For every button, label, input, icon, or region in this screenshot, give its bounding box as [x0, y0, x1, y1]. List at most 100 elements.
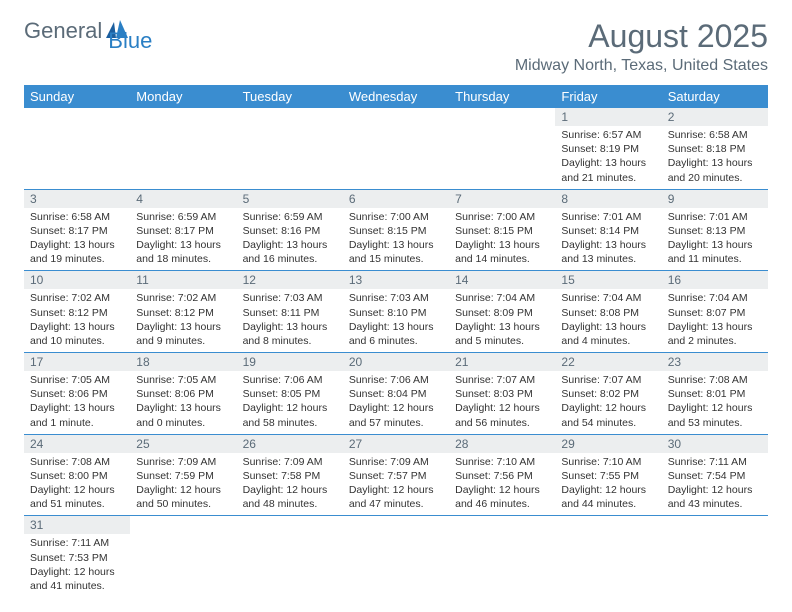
daylight: Daylight: 13 hours and 14 minutes.: [455, 238, 549, 266]
sunrise: Sunrise: 6:59 AM: [243, 210, 337, 224]
day-number: 14: [449, 271, 555, 289]
dayname-wednesday: Wednesday: [343, 85, 449, 108]
daylight: Daylight: 12 hours and 48 minutes.: [243, 483, 337, 511]
daylight: Daylight: 13 hours and 6 minutes.: [349, 320, 443, 348]
day-number: 9: [662, 190, 768, 208]
sunset: Sunset: 7:54 PM: [668, 469, 762, 483]
sunrise: Sunrise: 7:10 AM: [455, 455, 549, 469]
day-cell: [24, 108, 130, 189]
sunset: Sunset: 8:04 PM: [349, 387, 443, 401]
daylight: Daylight: 13 hours and 1 minute.: [30, 401, 124, 429]
sunset: Sunset: 8:09 PM: [455, 306, 549, 320]
sunrise: Sunrise: 7:01 AM: [668, 210, 762, 224]
day-cell: 12Sunrise: 7:03 AMSunset: 8:11 PMDayligh…: [237, 271, 343, 353]
day-cell: 3Sunrise: 6:58 AMSunset: 8:17 PMDaylight…: [24, 189, 130, 271]
day-number: 15: [555, 271, 661, 289]
daylight: Daylight: 12 hours and 51 minutes.: [30, 483, 124, 511]
day-cell: 25Sunrise: 7:09 AMSunset: 7:59 PMDayligh…: [130, 434, 236, 516]
day-cell: 30Sunrise: 7:11 AMSunset: 7:54 PMDayligh…: [662, 434, 768, 516]
dayname-sunday: Sunday: [24, 85, 130, 108]
sunset: Sunset: 8:11 PM: [243, 306, 337, 320]
sunset: Sunset: 8:12 PM: [30, 306, 124, 320]
dayname-friday: Friday: [555, 85, 661, 108]
daylight: Daylight: 13 hours and 13 minutes.: [561, 238, 655, 266]
day-number: 6: [343, 190, 449, 208]
sunset: Sunset: 8:01 PM: [668, 387, 762, 401]
sunrise: Sunrise: 7:05 AM: [30, 373, 124, 387]
day-details: Sunrise: 6:58 AMSunset: 8:17 PMDaylight:…: [24, 208, 130, 271]
sunset: Sunset: 7:58 PM: [243, 469, 337, 483]
day-cell: 31Sunrise: 7:11 AMSunset: 7:53 PMDayligh…: [24, 516, 130, 597]
day-details: Sunrise: 7:04 AMSunset: 8:08 PMDaylight:…: [555, 289, 661, 352]
day-number: 5: [237, 190, 343, 208]
daylight: Daylight: 12 hours and 56 minutes.: [455, 401, 549, 429]
daylight: Daylight: 13 hours and 15 minutes.: [349, 238, 443, 266]
day-cell: [343, 516, 449, 597]
day-number: 23: [662, 353, 768, 371]
sunrise: Sunrise: 7:01 AM: [561, 210, 655, 224]
sunset: Sunset: 7:57 PM: [349, 469, 443, 483]
day-details: Sunrise: 7:02 AMSunset: 8:12 PMDaylight:…: [24, 289, 130, 352]
day-cell: 28Sunrise: 7:10 AMSunset: 7:56 PMDayligh…: [449, 434, 555, 516]
sunrise: Sunrise: 7:11 AM: [668, 455, 762, 469]
day-number: 21: [449, 353, 555, 371]
day-cell: 16Sunrise: 7:04 AMSunset: 8:07 PMDayligh…: [662, 271, 768, 353]
logo-text-blue: Blue: [108, 28, 152, 53]
sunrise: Sunrise: 7:02 AM: [136, 291, 230, 305]
day-details: Sunrise: 7:09 AMSunset: 7:58 PMDaylight:…: [237, 453, 343, 516]
day-cell: 29Sunrise: 7:10 AMSunset: 7:55 PMDayligh…: [555, 434, 661, 516]
day-cell: 8Sunrise: 7:01 AMSunset: 8:14 PMDaylight…: [555, 189, 661, 271]
day-number: 7: [449, 190, 555, 208]
week-row: 31Sunrise: 7:11 AMSunset: 7:53 PMDayligh…: [24, 516, 768, 597]
day-details: Sunrise: 7:09 AMSunset: 7:57 PMDaylight:…: [343, 453, 449, 516]
sunset: Sunset: 8:00 PM: [30, 469, 124, 483]
day-number: 2: [662, 108, 768, 126]
logo: General Blue: [24, 18, 180, 44]
week-row: 24Sunrise: 7:08 AMSunset: 8:00 PMDayligh…: [24, 434, 768, 516]
sunrise: Sunrise: 7:09 AM: [349, 455, 443, 469]
daylight: Daylight: 13 hours and 4 minutes.: [561, 320, 655, 348]
day-cell: [449, 516, 555, 597]
day-number: 27: [343, 435, 449, 453]
sunrise: Sunrise: 7:04 AM: [668, 291, 762, 305]
day-number: 12: [237, 271, 343, 289]
sunset: Sunset: 8:15 PM: [349, 224, 443, 238]
sunrise: Sunrise: 7:09 AM: [243, 455, 337, 469]
day-number: 1: [555, 108, 661, 126]
daylight: Daylight: 12 hours and 50 minutes.: [136, 483, 230, 511]
sunset: Sunset: 8:15 PM: [455, 224, 549, 238]
sunrise: Sunrise: 7:04 AM: [561, 291, 655, 305]
sunset: Sunset: 8:07 PM: [668, 306, 762, 320]
daylight: Daylight: 13 hours and 10 minutes.: [30, 320, 124, 348]
daylight: Daylight: 13 hours and 2 minutes.: [668, 320, 762, 348]
sunset: Sunset: 8:06 PM: [136, 387, 230, 401]
day-cell: 14Sunrise: 7:04 AMSunset: 8:09 PMDayligh…: [449, 271, 555, 353]
day-details: Sunrise: 7:04 AMSunset: 8:07 PMDaylight:…: [662, 289, 768, 352]
day-cell: 9Sunrise: 7:01 AMSunset: 8:13 PMDaylight…: [662, 189, 768, 271]
header: General Blue August 2025 Midway North, T…: [24, 18, 768, 75]
sunset: Sunset: 8:05 PM: [243, 387, 337, 401]
day-details: Sunrise: 7:03 AMSunset: 8:10 PMDaylight:…: [343, 289, 449, 352]
daylight: Daylight: 13 hours and 20 minutes.: [668, 156, 762, 184]
sunrise: Sunrise: 6:58 AM: [30, 210, 124, 224]
day-number: 22: [555, 353, 661, 371]
day-details: Sunrise: 7:06 AMSunset: 8:04 PMDaylight:…: [343, 371, 449, 434]
day-cell: 7Sunrise: 7:00 AMSunset: 8:15 PMDaylight…: [449, 189, 555, 271]
daylight: Daylight: 13 hours and 21 minutes.: [561, 156, 655, 184]
daylight: Daylight: 13 hours and 0 minutes.: [136, 401, 230, 429]
day-details: Sunrise: 7:01 AMSunset: 8:14 PMDaylight:…: [555, 208, 661, 271]
sunset: Sunset: 8:03 PM: [455, 387, 549, 401]
day-details: Sunrise: 7:00 AMSunset: 8:15 PMDaylight:…: [449, 208, 555, 271]
sunrise: Sunrise: 7:07 AM: [455, 373, 549, 387]
day-details: Sunrise: 6:59 AMSunset: 8:17 PMDaylight:…: [130, 208, 236, 271]
day-details: Sunrise: 7:11 AMSunset: 7:54 PMDaylight:…: [662, 453, 768, 516]
day-cell: 18Sunrise: 7:05 AMSunset: 8:06 PMDayligh…: [130, 353, 236, 435]
day-cell: [237, 516, 343, 597]
daylight: Daylight: 13 hours and 5 minutes.: [455, 320, 549, 348]
daylight: Daylight: 12 hours and 54 minutes.: [561, 401, 655, 429]
day-details: Sunrise: 7:08 AMSunset: 8:00 PMDaylight:…: [24, 453, 130, 516]
day-details: Sunrise: 7:06 AMSunset: 8:05 PMDaylight:…: [237, 371, 343, 434]
dayname-saturday: Saturday: [662, 85, 768, 108]
sunrise: Sunrise: 7:08 AM: [30, 455, 124, 469]
day-cell: 4Sunrise: 6:59 AMSunset: 8:17 PMDaylight…: [130, 189, 236, 271]
